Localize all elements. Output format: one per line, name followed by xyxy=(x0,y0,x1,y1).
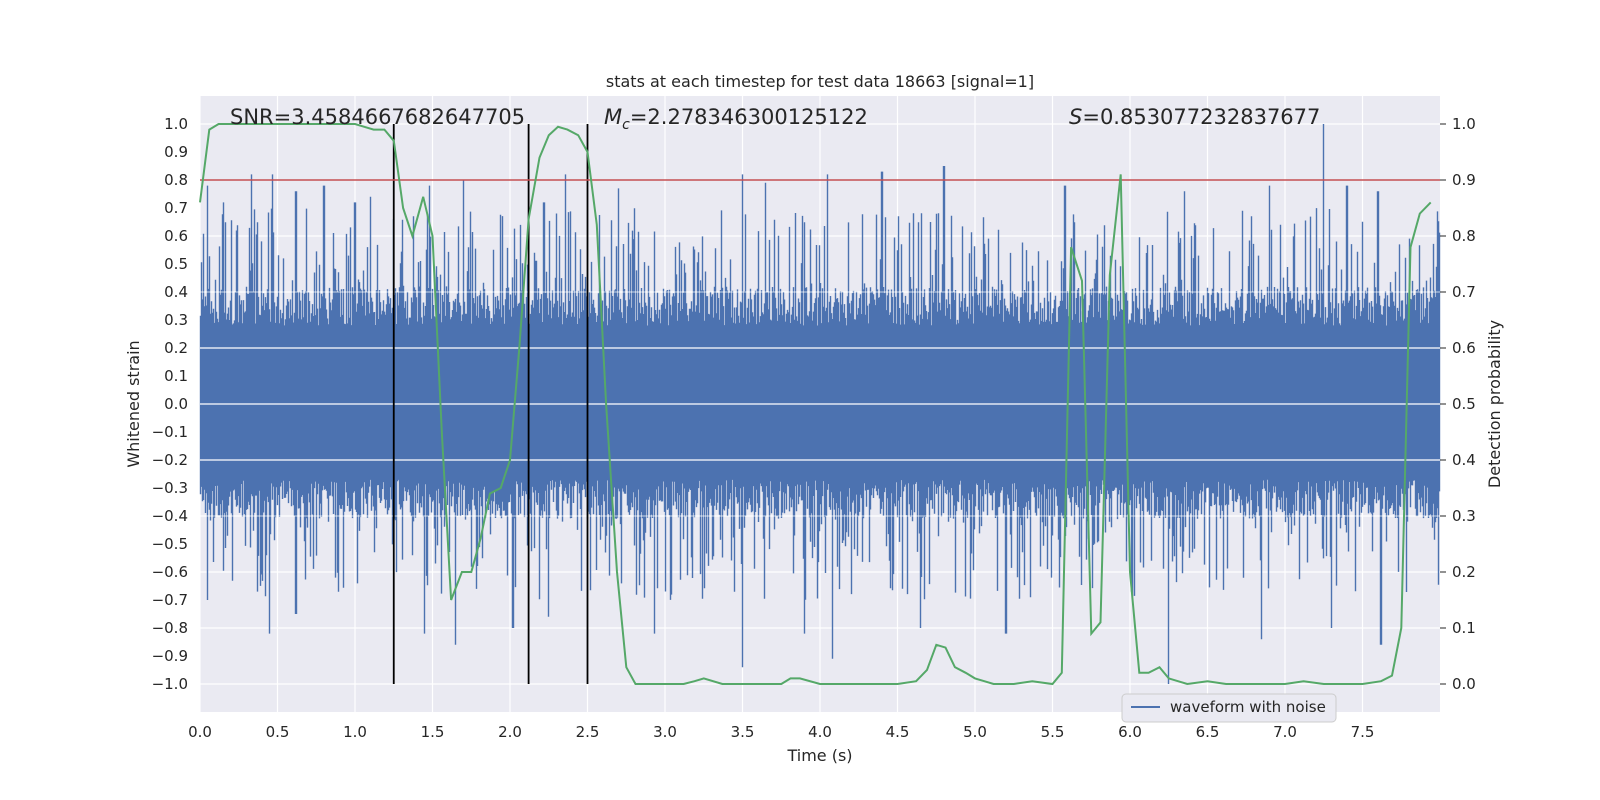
y-tick-label: 0.4 xyxy=(164,283,188,301)
chart-title: stats at each timestep for test data 186… xyxy=(606,72,1034,91)
y-right-tick-label: 0.6 xyxy=(1452,339,1476,357)
s-annotation: S=0.853077232837677 xyxy=(1069,105,1320,129)
snr-annotation: SNR=3.4584667682647705 xyxy=(230,105,525,129)
y-right-tick-label: 0.4 xyxy=(1452,451,1476,469)
x-tick-label: 6.5 xyxy=(1196,723,1220,741)
y-tick-label: 0.9 xyxy=(164,143,188,161)
y-tick-label: 0.8 xyxy=(164,171,188,189)
waveform-series xyxy=(199,124,1441,684)
x-tick-label: 7.5 xyxy=(1351,723,1375,741)
y-tick-label: 0.3 xyxy=(164,311,188,329)
x-tick-label: 1.5 xyxy=(421,723,445,741)
y-tick-label: 0.1 xyxy=(164,367,188,385)
x-axis-ticks: 0.0 0.5 1.0 1.5 2.0 2.5 3.0 3.5 4.0 4.5 5.0 5.5 6.0 6… xyxy=(188,723,1374,741)
y-tick-label: −0.4 xyxy=(152,507,188,525)
y-right-tick-label: 0.1 xyxy=(1452,619,1476,637)
y-right-axis-ticks: 1.0 0.9 0.8 0.7 0.6 0.5 0.4 0.3 0.2 0.1 0.0 xyxy=(1440,115,1476,693)
y-tick-label: −0.6 xyxy=(152,563,188,581)
x-tick-label: 7.0 xyxy=(1273,723,1297,741)
y-axis-label: Whitened strain xyxy=(124,340,143,467)
legend-label: waveform with noise xyxy=(1170,698,1326,716)
y-right-axis-label: Detection probability xyxy=(1485,320,1504,488)
y-tick-label: 0.6 xyxy=(164,227,188,245)
y-right-tick-label: 0.3 xyxy=(1452,507,1476,525)
y-tick-label: −0.9 xyxy=(152,647,188,665)
y-tick-label: 0.7 xyxy=(164,199,188,217)
x-tick-label: 5.0 xyxy=(963,723,987,741)
probability-series xyxy=(199,123,1432,686)
y-right-tick-label: 1.0 xyxy=(1452,115,1476,133)
y-right-tick-label: 0.7 xyxy=(1452,283,1476,301)
x-tick-label: 4.5 xyxy=(886,723,910,741)
y-right-tick-label: 0.5 xyxy=(1452,395,1476,413)
s-value: =0.853077232837677 xyxy=(1082,105,1320,129)
y-tick-label: 0.5 xyxy=(164,255,188,273)
chirp-mass-value: =2.278346300125122 xyxy=(630,105,868,129)
y-right-tick-label: 0.0 xyxy=(1452,675,1476,693)
x-tick-label: 0.5 xyxy=(266,723,290,741)
y-tick-label: −0.7 xyxy=(152,591,188,609)
legend: waveform with noise xyxy=(1121,693,1337,723)
y-right-tick-label: 0.2 xyxy=(1452,563,1476,581)
y-tick-label: −0.1 xyxy=(152,423,188,441)
y-right-tick-label: 0.8 xyxy=(1452,227,1476,245)
y-tick-label: −0.5 xyxy=(152,535,188,553)
y-right-tick-label: 0.9 xyxy=(1452,171,1476,189)
x-tick-label: 4.0 xyxy=(808,723,832,741)
s-symbol: S xyxy=(1069,105,1082,129)
chirp-mass-subscript: c xyxy=(622,117,630,133)
x-tick-label: 5.5 xyxy=(1041,723,1065,741)
x-tick-label: 1.0 xyxy=(343,723,367,741)
probability-line xyxy=(199,123,1432,686)
y-tick-label: 0.2 xyxy=(164,339,188,357)
x-axis-label: Time (s) xyxy=(786,746,852,765)
x-tick-label: 3.0 xyxy=(653,723,677,741)
legend-box xyxy=(1121,693,1337,723)
y-tick-label: −1.0 xyxy=(152,675,188,693)
y-tick-label: −0.2 xyxy=(152,451,188,469)
x-tick-label: 6.0 xyxy=(1118,723,1142,741)
x-tick-label: 3.5 xyxy=(731,723,755,741)
y-tick-label: −0.3 xyxy=(152,479,188,497)
chirp-mass-symbol: M xyxy=(604,105,622,129)
x-tick-label: 2.5 xyxy=(576,723,600,741)
y-axis-ticks: 1.0 0.9 0.8 0.7 0.6 0.5 0.4 0.3 0.2 0.1 0.0 −0.1 −0.… xyxy=(152,115,188,693)
chirp-mass-annotation: Mc=2.278346300125122 xyxy=(604,105,868,133)
x-tick-label: 2.0 xyxy=(498,723,522,741)
y-tick-label: 0.0 xyxy=(164,395,188,413)
x-tick-label: 0.0 xyxy=(188,723,212,741)
y-tick-label: −0.8 xyxy=(152,619,188,637)
y-tick-label: 1.0 xyxy=(164,115,188,133)
